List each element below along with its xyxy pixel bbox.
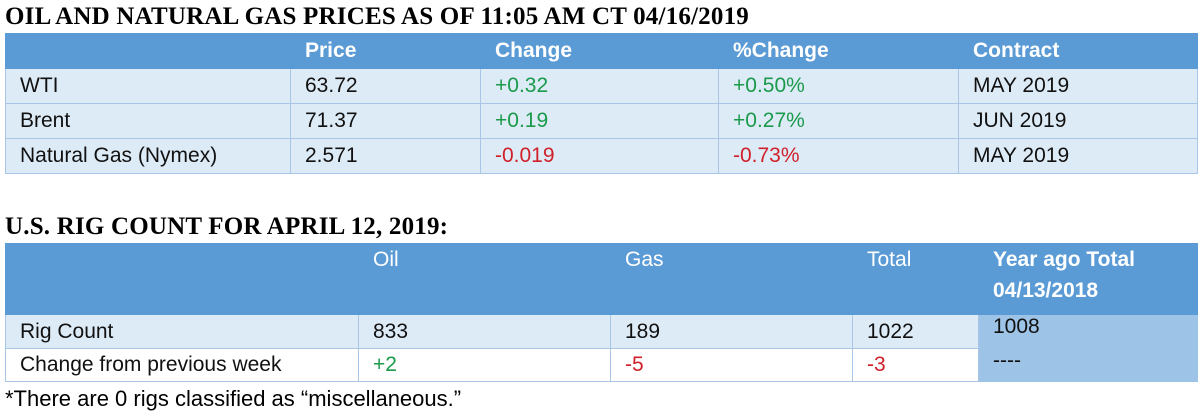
rigs-title: U.S. RIG COUNT FOR APRIL 12, 2019: — [5, 213, 449, 240]
header-price: Price — [290, 33, 481, 69]
row-label: Rig Count — [5, 314, 359, 349]
change: -0.019 — [480, 138, 719, 174]
header-label — [5, 243, 359, 315]
header-name — [5, 33, 291, 69]
gas-count: 189 — [610, 314, 853, 349]
header-contract: Contract — [958, 33, 1198, 69]
year-ago-date: 04/13/2018 — [993, 279, 1099, 302]
pct-change: -0.73% — [718, 138, 959, 174]
commodity-name: WTI — [5, 68, 291, 104]
header-gas: Gas — [610, 243, 853, 315]
row-label: Change from previous week — [5, 348, 359, 382]
header-total: Total — [852, 243, 979, 315]
footnote: *There are 0 rigs classified as “miscell… — [5, 386, 462, 411]
header-row: Price Change %Change Contract — [5, 33, 1198, 69]
year-ago-count: 1008 — [978, 314, 1198, 349]
contract: MAY 2019 — [958, 138, 1198, 174]
header-oil: Oil — [358, 243, 611, 315]
table-row: WTI 63.72 +0.32 +0.50% MAY 2019 — [5, 68, 1198, 104]
oil-change: +2 — [358, 348, 611, 382]
header-row: Oil Gas Total Year ago Total 04/13/2018 — [5, 243, 1198, 315]
prices-table: Price Change %Change Contract WTI 63.72 … — [5, 33, 1198, 174]
header-pct-change: %Change — [718, 33, 959, 69]
year-ago-label: Year ago Total — [993, 248, 1135, 271]
price: 2.571 — [290, 138, 481, 174]
contract: MAY 2019 — [958, 68, 1198, 104]
total-change: -3 — [852, 348, 979, 382]
table-row: Brent 71.37 +0.19 +0.27% JUN 2019 — [5, 103, 1198, 139]
header-change: Change — [480, 33, 719, 69]
year-ago-change: ---- — [978, 348, 1198, 382]
table-row: Change from previous week +2 -5 -3 ---- — [5, 348, 1198, 382]
header-year-ago: Year ago Total 04/13/2018 — [978, 243, 1198, 315]
prices-title: OIL AND NATURAL GAS PRICES AS OF 11:05 A… — [5, 3, 749, 30]
pct-change: +0.50% — [718, 68, 959, 104]
table-row: Rig Count 833 189 1022 1008 — [5, 314, 1198, 349]
change: +0.32 — [480, 68, 719, 104]
total-count: 1022 — [852, 314, 979, 349]
oil-count: 833 — [358, 314, 611, 349]
table-row: Natural Gas (Nymex) 2.571 -0.019 -0.73% … — [5, 138, 1198, 174]
rig-count-table: Oil Gas Total Year ago Total 04/13/2018 R… — [5, 243, 1198, 382]
change: +0.19 — [480, 103, 719, 139]
pct-change: +0.27% — [718, 103, 959, 139]
price: 71.37 — [290, 103, 481, 139]
gas-change: -5 — [610, 348, 853, 382]
commodity-name: Natural Gas (Nymex) — [5, 138, 291, 174]
commodity-name: Brent — [5, 103, 291, 139]
price: 63.72 — [290, 68, 481, 104]
contract: JUN 2019 — [958, 103, 1198, 139]
